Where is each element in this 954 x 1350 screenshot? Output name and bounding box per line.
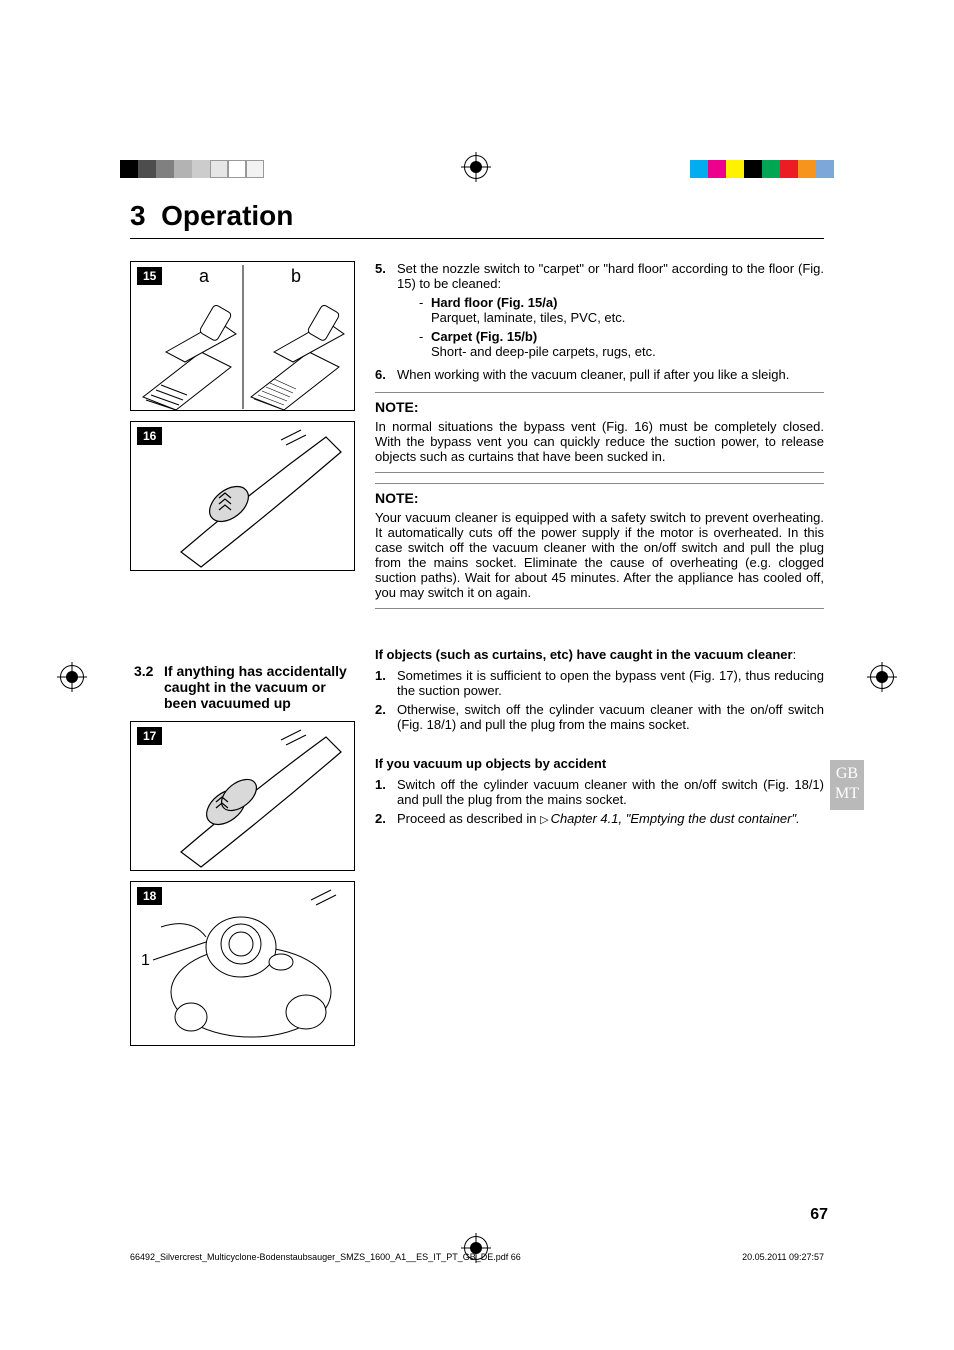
note-heading: NOTE: bbox=[375, 392, 824, 415]
figure-17: 17 bbox=[130, 721, 355, 871]
language-tab: GB MT bbox=[830, 760, 864, 810]
figure-16: 16 bbox=[130, 421, 355, 571]
figure-number: 16 bbox=[137, 427, 162, 445]
figure-label-b: b bbox=[291, 266, 301, 287]
list-item: Hard floor (Fig. 15/a) Parquet, laminate… bbox=[419, 295, 824, 325]
step-number: 1. bbox=[375, 777, 397, 807]
figure-15: 15 a b bbox=[130, 261, 355, 411]
list-item: 1. Switch off the cylinder vacuum cleane… bbox=[375, 777, 824, 807]
chapter-number: 3 bbox=[130, 200, 146, 231]
tab-line-2: MT bbox=[830, 784, 864, 804]
registration-bar-right bbox=[690, 160, 834, 178]
step-number: 1. bbox=[375, 668, 397, 698]
step-5: 5. Set the nozzle switch to "carpet" or … bbox=[375, 261, 824, 363]
step-number: 6. bbox=[375, 367, 397, 382]
bypass-vent-illustration-icon bbox=[131, 422, 355, 571]
item-bold: Carpet (Fig. 15/b) bbox=[431, 329, 537, 344]
item-bold: Hard floor (Fig. 15/a) bbox=[431, 295, 557, 310]
list-item: 2. Proceed as described in Chapter 4.1, … bbox=[375, 811, 824, 826]
subsection-number: 3.2 bbox=[134, 663, 164, 711]
page-number: 67 bbox=[810, 1206, 828, 1224]
crosshair-icon bbox=[870, 665, 894, 689]
figure-callout-1: 1 bbox=[141, 952, 150, 970]
note-heading: NOTE: bbox=[375, 483, 824, 506]
item-text: Short- and deep-pile carpets, rugs, etc. bbox=[431, 344, 656, 359]
figure-label-a: a bbox=[199, 266, 209, 287]
vacuum-body-illustration-icon bbox=[131, 882, 355, 1046]
heading-bold: If objects (such as curtains, etc) have … bbox=[375, 647, 793, 662]
tab-line-1: GB bbox=[830, 764, 864, 784]
paragraph-heading: If objects (such as curtains, etc) have … bbox=[375, 647, 824, 662]
note-body: In normal situations the bypass vent (Fi… bbox=[375, 419, 824, 473]
registration-bar-left bbox=[120, 160, 264, 178]
figure-number: 15 bbox=[137, 267, 162, 285]
crosshair-icon bbox=[60, 665, 84, 689]
step-text: Set the nozzle switch to "carpet" or "ha… bbox=[397, 261, 824, 291]
step-text-pre: Proceed as described in bbox=[397, 811, 540, 826]
cross-reference: Chapter 4.1, "Emptying the dust containe… bbox=[551, 811, 800, 826]
crosshair-icon bbox=[464, 155, 488, 179]
step-number: 5. bbox=[375, 261, 397, 363]
step-text: Switch off the cylinder vacuum cleaner w… bbox=[397, 777, 824, 807]
step-text: When working with the vacuum cleaner, pu… bbox=[397, 367, 824, 382]
footer-filename: 66492_Silvercrest_Multicyclone-Bodenstau… bbox=[130, 1252, 521, 1262]
chapter-text: Operation bbox=[161, 200, 293, 231]
note-body: Your vacuum cleaner is equipped with a s… bbox=[375, 510, 824, 609]
print-footer: 66492_Silvercrest_Multicyclone-Bodenstau… bbox=[130, 1252, 824, 1262]
list-item: 2. Otherwise, switch off the cylinder va… bbox=[375, 702, 824, 732]
subsection-title: If anything has accidentally caught in t… bbox=[164, 663, 355, 711]
step-number: 2. bbox=[375, 702, 397, 732]
figure-18: 18 1 bbox=[130, 881, 355, 1046]
footer-timestamp: 20.05.2011 09:27:57 bbox=[742, 1252, 824, 1262]
nozzle-illustration-icon bbox=[131, 262, 355, 411]
bypass-vent-open-illustration-icon bbox=[131, 722, 355, 871]
paragraph-heading: If you vacuum up objects by accident bbox=[375, 756, 824, 771]
item-text: Parquet, laminate, tiles, PVC, etc. bbox=[431, 310, 625, 325]
chapter-title: 3 Operation bbox=[130, 200, 824, 239]
figure-number: 17 bbox=[137, 727, 162, 745]
list-item: Carpet (Fig. 15/b) Short- and deep-pile … bbox=[419, 329, 824, 359]
heading-tail: : bbox=[793, 647, 797, 662]
step-text: Otherwise, switch off the cylinder vacuu… bbox=[397, 702, 824, 732]
subsection-heading: 3.2 If anything has accidentally caught … bbox=[130, 663, 355, 711]
step-text: Sometimes it is sufficient to open the b… bbox=[397, 668, 824, 698]
step-number: 2. bbox=[375, 811, 397, 826]
figure-number: 18 bbox=[137, 887, 162, 905]
step-6: 6. When working with the vacuum cleaner,… bbox=[375, 367, 824, 382]
list-item: 1. Sometimes it is sufficient to open th… bbox=[375, 668, 824, 698]
